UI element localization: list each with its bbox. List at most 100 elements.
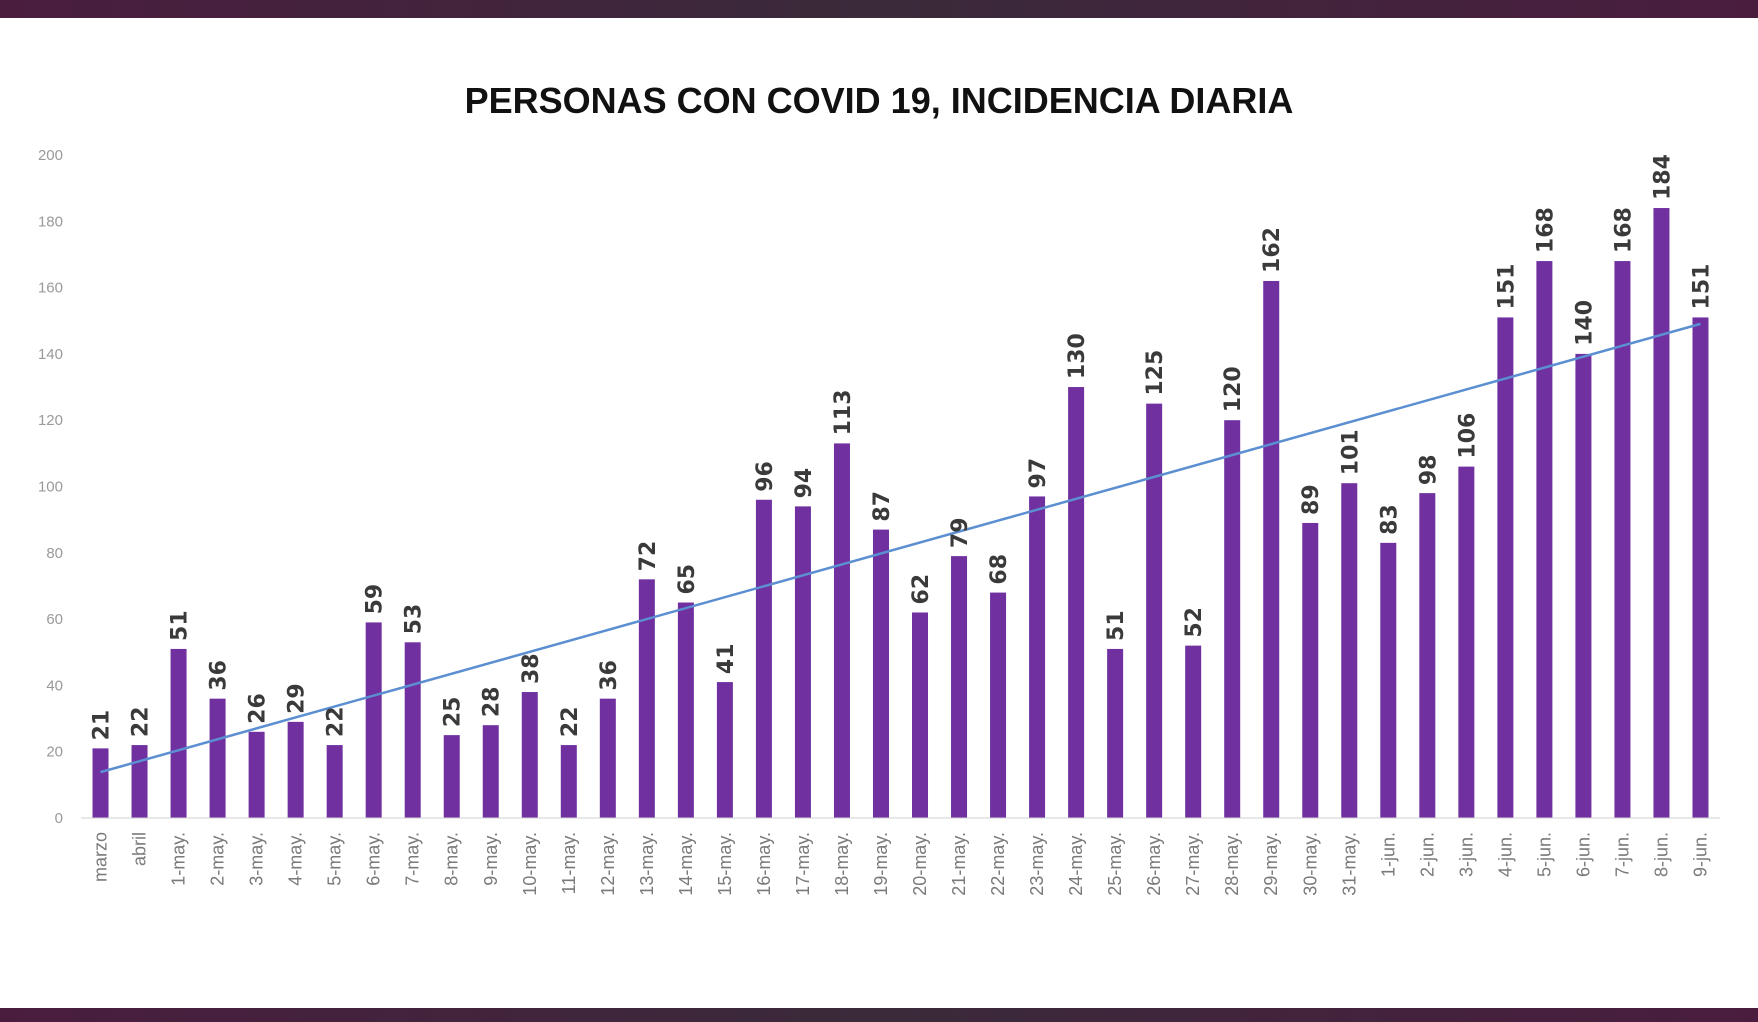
- bar: [951, 556, 968, 818]
- data-label: 184: [1650, 154, 1675, 200]
- data-label: 101: [1338, 429, 1363, 475]
- data-label: 162: [1260, 227, 1285, 273]
- data-label: 87: [870, 491, 895, 522]
- data-labels-group: 21 22 51 36 26 29 22 59 53 25 28 38 22 36 72 65 41 96 94 11…: [90, 154, 1715, 740]
- bar: [1341, 483, 1358, 818]
- y-tick-label: 40: [46, 677, 63, 694]
- data-label: 26: [246, 693, 271, 724]
- top-frame-bar: [0, 0, 1758, 18]
- x-tick-label: 31-may.: [1339, 832, 1359, 896]
- data-label: 59: [363, 584, 388, 615]
- data-label: 120: [1221, 366, 1246, 412]
- y-tick-label: 200: [38, 147, 63, 164]
- bar: [92, 748, 109, 818]
- x-tick-label: 1-may.: [169, 832, 189, 886]
- x-tick-label: 20-may.: [910, 832, 930, 896]
- bar: [1224, 420, 1241, 818]
- x-tick-label: 12-may.: [598, 832, 618, 896]
- y-axis: 0 20 40 60 80 100 120 140 160 180 200: [38, 147, 63, 827]
- data-label: 21: [90, 710, 115, 741]
- x-tick-label: 9-jun.: [1690, 832, 1710, 877]
- x-tick-label: 26-may.: [1144, 832, 1164, 896]
- bar: [1458, 466, 1475, 818]
- bar: [833, 443, 850, 818]
- x-tick-label: 19-may.: [871, 832, 891, 896]
- bar: [990, 592, 1007, 818]
- data-label: 62: [909, 574, 934, 605]
- data-label: 83: [1377, 504, 1402, 535]
- y-tick-label: 60: [46, 611, 63, 628]
- x-tick-label: 2-may.: [208, 832, 228, 886]
- data-label: 65: [675, 564, 700, 595]
- x-tick-label: 30-may.: [1300, 832, 1320, 896]
- bar: [1692, 317, 1709, 818]
- x-tick-label: 6-may.: [364, 832, 384, 886]
- x-tick-label: abril: [130, 832, 150, 866]
- bar: [1536, 261, 1553, 819]
- bar: [1380, 542, 1397, 818]
- bar: [521, 692, 538, 818]
- bar: [1653, 208, 1670, 819]
- bar: [443, 735, 460, 818]
- x-tick-label: 13-may.: [637, 832, 657, 896]
- data-label: 113: [831, 389, 856, 435]
- bar: [638, 579, 655, 818]
- x-tick-label: 28-may.: [1222, 832, 1242, 896]
- data-label: 53: [402, 604, 427, 635]
- bar: [872, 529, 889, 818]
- data-label: 38: [519, 653, 544, 684]
- data-label: 151: [1689, 263, 1714, 309]
- x-tick-label: 21-may.: [949, 832, 969, 896]
- x-tick-label: 14-may.: [676, 832, 696, 896]
- y-tick-label: 20: [46, 744, 63, 761]
- bar: [170, 648, 187, 818]
- bar: [209, 698, 226, 818]
- bar: [1614, 261, 1631, 819]
- data-label: 130: [1065, 333, 1090, 379]
- y-tick-label: 0: [55, 810, 63, 827]
- bar: [1107, 648, 1124, 818]
- bar: [1029, 496, 1046, 818]
- bar: [912, 612, 929, 818]
- x-tick-label: 29-may.: [1261, 832, 1281, 896]
- x-tick-label: 27-may.: [1183, 832, 1203, 896]
- data-label: 28: [480, 687, 505, 718]
- bar: [1302, 522, 1319, 818]
- bar: [677, 602, 694, 818]
- x-tick-label: 3-jun.: [1456, 832, 1476, 877]
- x-tick-label: 4-may.: [286, 832, 306, 886]
- x-tick-label: 8-may.: [442, 832, 462, 886]
- bar: [1263, 280, 1280, 819]
- data-label: 168: [1533, 207, 1558, 253]
- data-label: 52: [1182, 607, 1207, 638]
- data-label: 151: [1494, 263, 1519, 309]
- x-tick-label: 16-may.: [754, 832, 774, 896]
- x-tick-label: marzo: [91, 832, 111, 882]
- bar: [716, 682, 733, 818]
- data-label: 51: [1104, 610, 1129, 641]
- y-tick-label: 140: [38, 346, 63, 363]
- bar: [560, 745, 577, 818]
- bar: [287, 721, 304, 818]
- bar: [248, 731, 265, 818]
- bar: [1146, 403, 1163, 818]
- bar: [1497, 317, 1514, 818]
- x-tick-label: 15-may.: [715, 832, 735, 896]
- data-label: 25: [441, 697, 466, 728]
- data-label: 36: [597, 660, 622, 691]
- bar: [794, 506, 811, 818]
- chart-title: PERSONAS CON COVID 19, INCIDENCIA DIARIA: [464, 80, 1294, 121]
- data-label: 22: [558, 706, 583, 737]
- y-tick-label: 120: [38, 412, 63, 429]
- x-tick-label: 24-may.: [1066, 832, 1086, 896]
- data-label: 72: [636, 541, 661, 572]
- y-tick-label: 80: [46, 545, 63, 562]
- bar: [755, 499, 772, 818]
- x-tick-label: 3-may.: [247, 832, 267, 886]
- y-tick-label: 180: [38, 213, 63, 230]
- data-label: 41: [714, 643, 739, 674]
- bar: [599, 698, 616, 818]
- data-label: 29: [285, 683, 310, 714]
- bar: [365, 622, 382, 818]
